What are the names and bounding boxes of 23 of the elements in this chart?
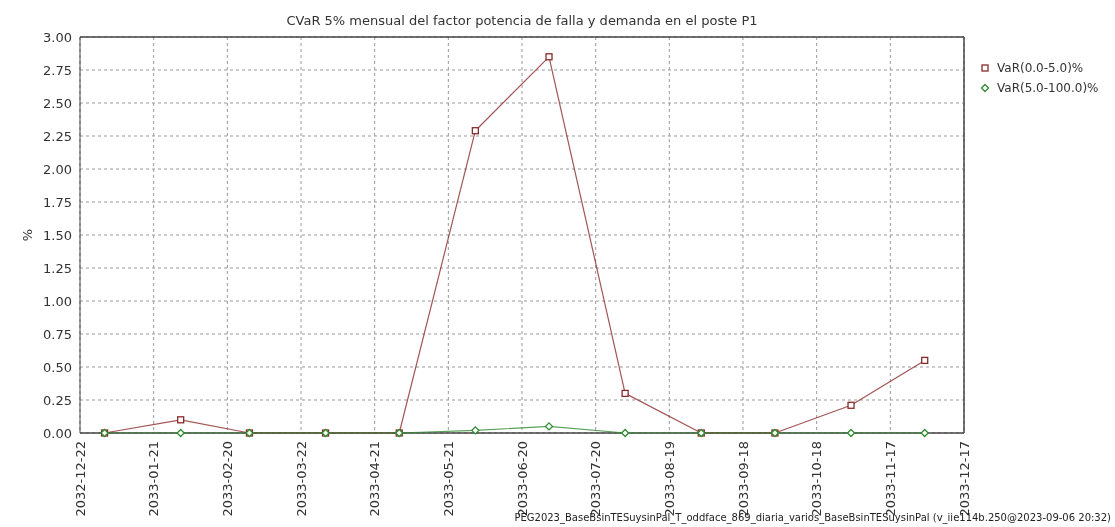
y-tick-label: 2.00 [43,161,72,177]
y-tick-label: 1.00 [43,293,72,309]
y-tick-label: 3.00 [43,29,72,45]
y-tick-label: 0.50 [43,359,72,375]
y-tick-label: 2.25 [43,128,72,144]
legend-label: VaR(5.0-100.0)% [997,81,1099,96]
y-tick-label: 2.50 [43,95,72,111]
chart-title: CVaR 5% mensual del factor potencia de falla y demanda en el poste P1 [286,13,758,28]
x-tick-label: 2032-12-22 [72,441,88,517]
y-tick-label: 1.50 [43,227,72,243]
y-tick-label: 0.75 [43,326,72,342]
y-tick-label: 1.25 [43,260,72,276]
y-tick-label: 0.25 [43,392,72,408]
x-tick-label: 2033-05-21 [440,441,456,517]
legend-label: VaR(0.0-5.0)% [997,61,1084,76]
x-tick-label: 2033-03-22 [293,441,309,517]
y-axis-title: % [20,228,35,242]
y-tick-label: 2.75 [43,62,72,78]
x-tick-label: 2033-01-21 [146,441,162,517]
x-tick-label: 2033-04-21 [367,441,383,517]
y-tick-label: 0.00 [43,425,72,441]
y-tick-label: 1.75 [43,194,72,210]
x-tick-label: 2033-02-20 [219,441,235,517]
